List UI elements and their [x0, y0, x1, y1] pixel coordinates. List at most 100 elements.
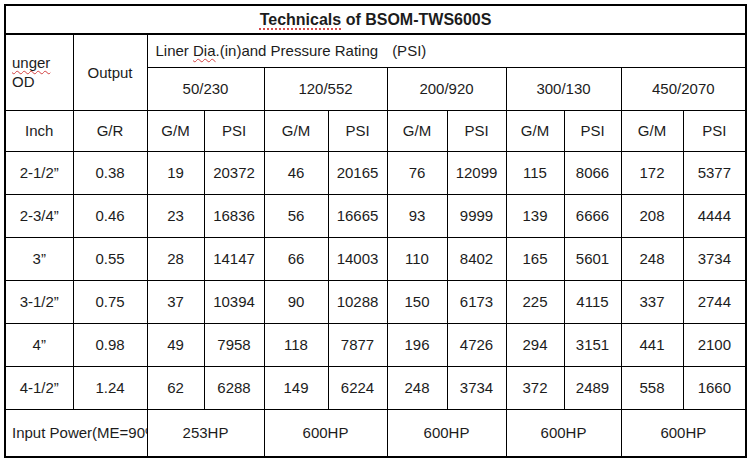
liner-prefix: Liner — [156, 42, 194, 59]
unit-psi: PSI — [328, 110, 387, 151]
gm-cell: 150 — [387, 280, 447, 323]
unit-psi: PSI — [204, 110, 264, 151]
psi-cell: 2489 — [564, 366, 621, 409]
table-row: 3” 0.55 28 14147 66 14003 110 8402 165 5… — [5, 237, 746, 280]
gm-cell: 62 — [147, 366, 204, 409]
table-row: 2-3/4” 0.46 23 16836 56 16665 93 9999 13… — [5, 194, 746, 237]
psi-cell: 2100 — [683, 323, 746, 366]
hp-cell: 600HP — [387, 409, 506, 457]
gm-cell: 441 — [621, 323, 683, 366]
psi-cell: 10394 — [204, 280, 264, 323]
psi-cell: 6173 — [447, 280, 506, 323]
gm-cell: 56 — [264, 194, 328, 237]
row-label: 3” — [5, 237, 73, 280]
size-header-3: 300/130 — [506, 67, 621, 110]
table-row: 2-1/2” 0.38 19 20372 46 20165 76 12099 1… — [5, 151, 746, 194]
title-rest: of BSOM-TWS600S — [341, 11, 491, 28]
gm-cell: 165 — [506, 237, 564, 280]
psi-cell: 9999 — [447, 194, 506, 237]
gm-cell: 139 — [506, 194, 564, 237]
gm-cell: 46 — [264, 151, 328, 194]
psi-cell: 14003 — [328, 237, 387, 280]
liner-header-cell: Liner Dia.(in)and Pressure Rating (PSI) — [147, 34, 746, 67]
technicals-table: Technicals of BSOM-TWS600S ungerOD Outpu… — [4, 4, 747, 458]
liner-underlined-word: Dia — [193, 42, 216, 59]
row-label: 4-1/2” — [5, 366, 73, 409]
gm-cell: 225 — [506, 280, 564, 323]
unit-gm: G/M — [147, 110, 204, 151]
psi-cell: 7958 — [204, 323, 264, 366]
od-header-line2: OD — [12, 72, 73, 91]
hp-cell: 600HP — [264, 409, 387, 457]
gm-cell: 66 — [264, 237, 328, 280]
unit-psi: PSI — [447, 110, 506, 151]
psi-cell: 3151 — [564, 323, 621, 366]
gm-cell: 93 — [387, 194, 447, 237]
psi-cell: 16665 — [328, 194, 387, 237]
gm-cell: 558 — [621, 366, 683, 409]
table-row: 4” 0.98 49 7958 118 7877 196 4726 294 31… — [5, 323, 746, 366]
psi-cell: 4726 — [447, 323, 506, 366]
gr-cell: 0.55 — [73, 237, 147, 280]
psi-cell: 20372 — [204, 151, 264, 194]
psi-cell: 14147 — [204, 237, 264, 280]
gm-cell: 208 — [621, 194, 683, 237]
gm-cell: 337 — [621, 280, 683, 323]
psi-cell: 6666 — [564, 194, 621, 237]
gm-cell: 76 — [387, 151, 447, 194]
liner-psi-unit: (PSI) — [392, 42, 426, 59]
row-label: 2-3/4” — [5, 194, 73, 237]
unit-inch: Inch — [5, 110, 73, 151]
gm-cell: 248 — [387, 366, 447, 409]
psi-cell: 4444 — [683, 194, 746, 237]
table-row: 4-1/2” 1.24 62 6288 149 6224 248 3734 37… — [5, 366, 746, 409]
unit-psi: PSI — [564, 110, 621, 151]
hp-cell: 600HP — [621, 409, 746, 457]
size-header-2: 200/920 — [387, 67, 506, 110]
unit-gm: G/M — [387, 110, 447, 151]
psi-cell: 5377 — [683, 151, 746, 194]
row-label: 2-1/2” — [5, 151, 73, 194]
size-header-1: 120/552 — [264, 67, 387, 110]
unit-gm: G/M — [264, 110, 328, 151]
document-sheet: Technicals of BSOM-TWS600S ungerOD Outpu… — [0, 0, 749, 458]
input-power-label: Input Power(ME=90%) — [5, 409, 147, 457]
unit-gr: G/R — [73, 110, 147, 151]
psi-cell: 12099 — [447, 151, 506, 194]
psi-cell: 8066 — [564, 151, 621, 194]
gm-cell: 110 — [387, 237, 447, 280]
size-header-0: 50/230 — [147, 67, 264, 110]
gr-cell: 0.98 — [73, 323, 147, 366]
gm-cell: 149 — [264, 366, 328, 409]
gm-cell: 372 — [506, 366, 564, 409]
hp-cell: 253HP — [147, 409, 264, 457]
psi-cell: 4115 — [564, 280, 621, 323]
psi-cell: 2744 — [683, 280, 746, 323]
gm-cell: 28 — [147, 237, 204, 280]
psi-cell: 8402 — [447, 237, 506, 280]
gr-cell: 0.75 — [73, 280, 147, 323]
table-title: Technicals of BSOM-TWS600S — [5, 5, 746, 34]
output-header-cell: Output — [73, 34, 147, 110]
title-underlined-word: Technicals — [260, 11, 342, 28]
gm-cell: 49 — [147, 323, 204, 366]
gm-cell: 90 — [264, 280, 328, 323]
gr-cell: 0.46 — [73, 194, 147, 237]
psi-cell: 20165 — [328, 151, 387, 194]
row-label: 4” — [5, 323, 73, 366]
gm-cell: 115 — [506, 151, 564, 194]
gm-cell: 196 — [387, 323, 447, 366]
gr-cell: 1.24 — [73, 366, 147, 409]
unit-psi: PSI — [683, 110, 746, 151]
psi-cell: 6224 — [328, 366, 387, 409]
liner-suffix: .(in)and Pressure Rating — [216, 42, 379, 59]
psi-cell: 3734 — [683, 237, 746, 280]
psi-cell: 10288 — [328, 280, 387, 323]
hp-cell: 600HP — [506, 409, 621, 457]
psi-cell: 3734 — [447, 366, 506, 409]
psi-cell: 6288 — [204, 366, 264, 409]
gm-cell: 172 — [621, 151, 683, 194]
od-header-cell: ungerOD — [5, 34, 73, 110]
unit-gm: G/M — [506, 110, 564, 151]
row-label: 3-1/2” — [5, 280, 73, 323]
